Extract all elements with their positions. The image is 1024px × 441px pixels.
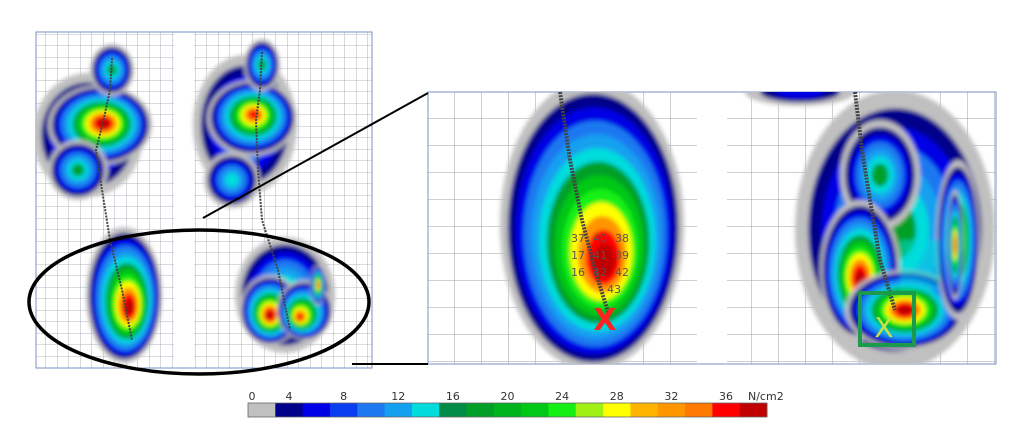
cell-value: 41 [593, 249, 607, 262]
pressure-contour [953, 238, 957, 252]
colorbar-segment [685, 403, 713, 417]
zoom-panel: 37 40 38 17 41 39 16 42 42 43 X X [427, 91, 997, 365]
colorbar-segment [739, 403, 768, 417]
pressure-contour [775, 92, 825, 99]
cell-value: 17 [571, 249, 585, 262]
pressure-contour [296, 313, 304, 321]
region-box [858, 291, 916, 347]
region-marker: X [874, 311, 893, 344]
pressure-contour [266, 311, 274, 320]
cop-trail [853, 91, 897, 311]
zoom-callout [27, 92, 429, 376]
colorbar-segment [275, 403, 304, 417]
pressure-contour [593, 243, 616, 278]
colorbar-tick: 20 [501, 390, 515, 403]
colorbar-segment [712, 403, 741, 417]
colorbar-segment [575, 403, 604, 417]
cop-trail [254, 51, 291, 331]
colorbar-segment [384, 403, 413, 417]
cell-value: 43 [607, 283, 621, 296]
cell-value: 16 [571, 266, 585, 279]
colorbar-tick: 8 [340, 390, 347, 403]
pressure-contour [71, 163, 85, 177]
pressure-contour [225, 173, 239, 187]
cell-value: 37 [571, 232, 585, 245]
cell-value: 38 [615, 232, 629, 245]
cop-trail [558, 91, 610, 313]
colorbar-segment [439, 403, 468, 417]
colorbar-unit: N/cm2 [748, 390, 784, 403]
overview-gap [174, 32, 194, 368]
colorbar-segment [630, 403, 659, 417]
colorbar-tick: 36 [719, 390, 733, 403]
colorbar-segment [411, 403, 440, 417]
colorbar-segment [548, 403, 577, 417]
pressure-contour [871, 163, 889, 187]
colorbar-segment [493, 403, 522, 417]
colorbar-tick: 0 [249, 390, 256, 403]
cell-value: 40 [593, 232, 607, 245]
colorbar-segment [302, 403, 331, 417]
cell-value: 42 [593, 266, 607, 279]
colorbar-segment [329, 403, 358, 417]
zoom-cop-trails [558, 91, 897, 313]
cop-trail [94, 57, 133, 341]
highlight-ellipse [27, 228, 371, 376]
colorbar-segment [657, 403, 686, 417]
cell-value: 39 [615, 249, 629, 262]
peak-pressure-marker: X [593, 303, 616, 338]
colorbar-tick: 16 [446, 390, 460, 403]
colorbar-segment [248, 403, 276, 417]
zoom-gap [697, 92, 727, 364]
colorbar-segment [521, 403, 549, 417]
cop-trails [94, 51, 291, 341]
callout-line-top [202, 92, 429, 219]
colorbar-tick: 12 [391, 390, 405, 403]
colorbar-segment [357, 403, 386, 417]
colorbar-segment [466, 403, 495, 417]
zoom-cell-values: 37 40 38 17 41 39 16 42 42 43 [571, 232, 629, 296]
pressure-contour [107, 64, 117, 76]
cell-value: 42 [615, 266, 629, 279]
colorbar-tick: 24 [555, 390, 569, 403]
colorbar-tick: 28 [610, 390, 624, 403]
pressure-contour [897, 305, 913, 315]
pressure-contour [316, 282, 320, 288]
overview-panel [35, 31, 373, 369]
pressure-contour [124, 299, 134, 316]
colorbar-segment [603, 403, 631, 417]
colorbar-tick: 4 [285, 390, 292, 403]
colorbar-tick: 32 [664, 390, 678, 403]
colorbar: 0 4 8 12 16 20 24 28 32 36 N/cm2 [247, 390, 784, 418]
